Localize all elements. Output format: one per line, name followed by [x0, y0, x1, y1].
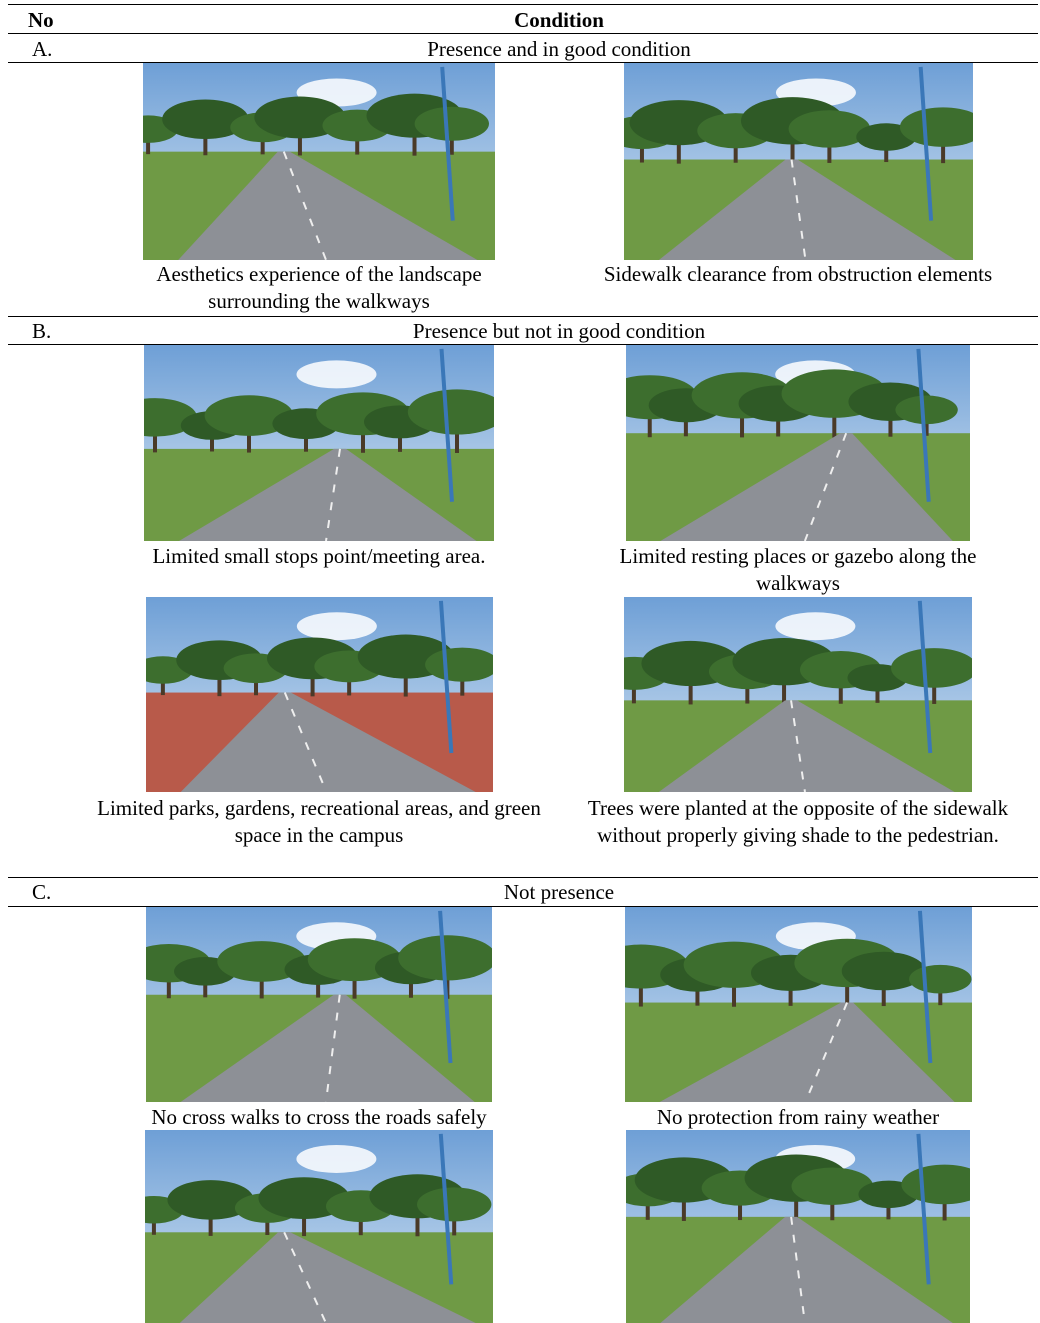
- caption: Sidewalk clearance from obstruction elem…: [603, 262, 993, 286]
- section-no: A.: [32, 37, 53, 61]
- section-no: C.: [32, 880, 52, 904]
- rule: [8, 4, 1038, 5]
- photo-image: [123, 1130, 493, 1323]
- rule: [8, 316, 1038, 317]
- section-no: B.: [32, 319, 52, 343]
- rule: [8, 906, 1038, 907]
- photo-image: [601, 345, 970, 542]
- caption: Limited resting places or gazebo along t…: [619, 544, 977, 595]
- photo: [132, 597, 500, 793]
- photo: [118, 63, 495, 261]
- photo: [605, 63, 987, 261]
- photo-image: [126, 907, 497, 1103]
- photo-image: [605, 63, 987, 261]
- photo-image: [132, 597, 500, 793]
- photo: [123, 1130, 493, 1323]
- photo-image: [113, 345, 507, 542]
- caption: Limited parks, gardens, recreational are…: [97, 796, 541, 847]
- photo: [601, 345, 970, 542]
- rule: [8, 62, 1038, 63]
- section-title: Presence but not in good condition: [412, 319, 706, 343]
- photo: [611, 1130, 988, 1323]
- caption: No cross walks to cross the roads safely: [151, 1105, 487, 1129]
- rule: [8, 877, 1038, 878]
- photo-image: [118, 63, 495, 261]
- col-header: No: [28, 8, 54, 32]
- photo-image: [611, 1130, 988, 1323]
- col-header: Condition: [514, 8, 604, 32]
- caption: No protection from rainy weather: [656, 1105, 940, 1129]
- rule: [8, 344, 1038, 345]
- photo: [592, 907, 972, 1103]
- rule: [8, 33, 1038, 34]
- photo: [597, 597, 978, 793]
- section-title: Presence and in good condition: [427, 37, 691, 61]
- photo-image: [597, 597, 978, 793]
- caption: Trees were planted at the opposite of th…: [587, 796, 1009, 847]
- photo: [126, 907, 497, 1103]
- caption: Aesthetics experience of the landscape s…: [156, 262, 482, 313]
- photo: [113, 345, 507, 542]
- caption: Limited small stops point/meeting area.: [152, 544, 486, 568]
- section-title: Not presence: [503, 880, 615, 904]
- photo-image: [592, 907, 972, 1103]
